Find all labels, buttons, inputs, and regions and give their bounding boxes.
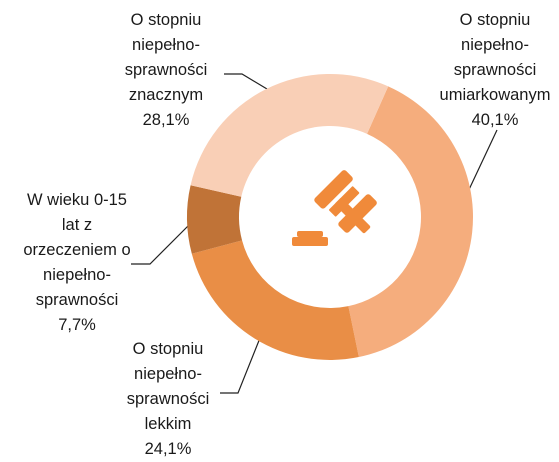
category-label: O stopniu niepełno- sprawności umiarkowa… [439,11,551,104]
category-label: O stopniu niepełno- sprawności lekkim [126,340,210,433]
donut-slice [190,73,389,197]
value-label: 7,7% [58,316,96,334]
category-label: W wieku 0-15 lat z orzeczeniem o niepełn… [23,191,131,309]
slice-label: O stopniu niepełno- sprawności lekkim 24,… [127,337,210,462]
slice-label: O stopniu niepełno- sprawności umiarkowa… [440,8,551,133]
slice-label: O stopniu niepełno- sprawności znacznym 2… [125,8,208,133]
donut-slice [191,240,359,360]
value-label: 40,1% [471,111,519,129]
slice-label: W wieku 0-15 lat z orzeczeniem o niepełn… [23,188,130,338]
donut-slice [187,185,243,254]
category-label: O stopniu niepełno- sprawności znacznym [124,11,208,104]
value-label: 28,1% [142,111,190,129]
leader-line [131,213,201,265]
donut-slice [348,86,473,358]
gavel-icon [292,170,377,246]
value-label: 24,1% [144,440,192,458]
